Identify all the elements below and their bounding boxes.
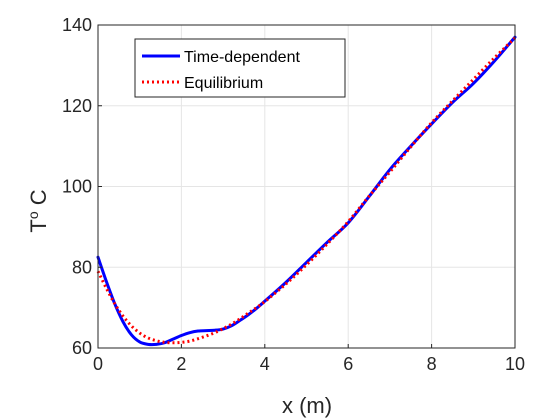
y-tick-label: 140 <box>62 15 92 35</box>
x-axis: 0 2 4 6 8 10 <box>93 344 525 374</box>
series-line-equilibrium <box>96 36 517 345</box>
y-axis: 60 80 100 120 140 <box>62 15 102 358</box>
y-tick-label: 80 <box>72 257 92 277</box>
x-axis-title: x (m) <box>282 393 332 418</box>
y-axis-title-suffix: C <box>26 189 51 211</box>
series-layer <box>96 35 517 347</box>
x-tick-label: 2 <box>176 354 186 374</box>
y-tick-label: 120 <box>62 96 92 116</box>
y-axis-title-main: T <box>26 219 51 232</box>
x-tick-label: 8 <box>427 354 437 374</box>
x-tick-label: 6 <box>343 354 353 374</box>
y-axis-title-superscript: o <box>25 211 41 219</box>
y-axis-title: To C <box>25 189 51 232</box>
y-tick-label: 100 <box>62 177 92 197</box>
legend-label-time-dependent: Time-dependent <box>184 49 300 66</box>
y-tick-label: 60 <box>72 338 92 358</box>
legend-label-equilibrium: Equilibrium <box>184 75 263 92</box>
legend: Time-dependent Equilibrium <box>134 38 346 98</box>
x-tick-label: 0 <box>93 354 103 374</box>
legend-box <box>134 38 346 98</box>
x-tick-label: 10 <box>505 354 525 374</box>
x-tick-label: 4 <box>260 354 270 374</box>
